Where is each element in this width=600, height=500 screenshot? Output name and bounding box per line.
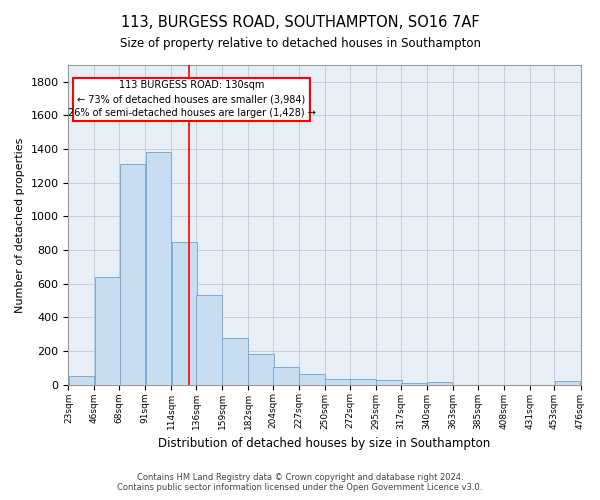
- Bar: [95, 277, 120, 384]
- Bar: [555, 382, 580, 384]
- Text: 113, BURGESS ROAD, SOUTHAMPTON, SO16 7AF: 113, BURGESS ROAD, SOUTHAMPTON, SO16 7AF: [121, 15, 479, 30]
- Bar: [350, 379, 376, 384]
- Bar: [376, 380, 401, 384]
- Bar: [401, 383, 427, 384]
- Bar: [299, 374, 325, 384]
- Bar: [68, 376, 94, 384]
- Bar: [196, 296, 222, 384]
- Bar: [223, 338, 248, 384]
- Text: Size of property relative to detached houses in Southampton: Size of property relative to detached ho…: [119, 38, 481, 51]
- Bar: [273, 367, 299, 384]
- Text: Contains HM Land Registry data © Crown copyright and database right 2024.
Contai: Contains HM Land Registry data © Crown c…: [118, 473, 482, 492]
- Bar: [325, 379, 351, 384]
- Bar: [146, 152, 171, 384]
- Y-axis label: Number of detached properties: Number of detached properties: [15, 137, 25, 312]
- Bar: [248, 354, 274, 384]
- Bar: [427, 382, 452, 384]
- Bar: [172, 242, 197, 384]
- X-axis label: Distribution of detached houses by size in Southampton: Distribution of detached houses by size …: [158, 437, 491, 450]
- FancyBboxPatch shape: [73, 78, 310, 120]
- Text: 113 BURGESS ROAD: 130sqm
← 73% of detached houses are smaller (3,984)
26% of sem: 113 BURGESS ROAD: 130sqm ← 73% of detach…: [68, 80, 316, 118]
- Bar: [119, 164, 145, 384]
